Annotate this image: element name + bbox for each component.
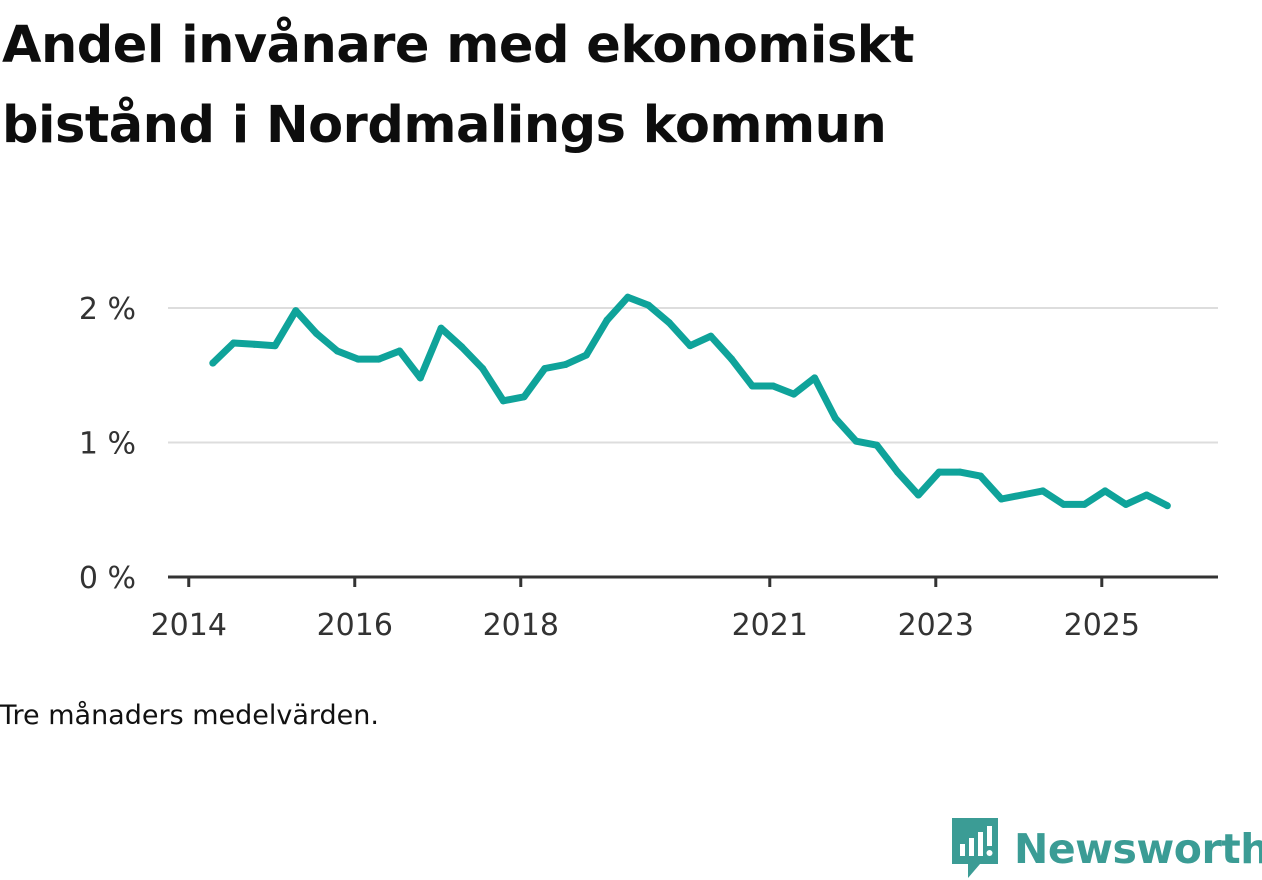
x-tick-label: 2016: [317, 608, 393, 643]
y-tick-label: 1 %: [79, 427, 136, 462]
data-point: [520, 393, 528, 401]
data-point: [645, 301, 653, 309]
data-point: [541, 365, 549, 373]
data-point: [977, 472, 985, 480]
data-point: [416, 374, 424, 382]
x-tick-label: 2014: [151, 608, 227, 643]
chart-title-line-1: Andel invånare med ekonomiskt: [2, 16, 915, 75]
data-point: [1163, 502, 1171, 510]
data-point: [1143, 491, 1151, 499]
data-point: [914, 491, 922, 499]
series-layer: [209, 293, 1171, 510]
x-axis: 2014 2016 2018 2021 2023 2025: [151, 575, 1218, 643]
data-point: [396, 347, 404, 355]
chart-note: Tre månaders medelvärden.: [0, 700, 379, 731]
data-point: [769, 382, 777, 390]
series-line-0: [210, 293, 1170, 509]
x-tick-label: 2018: [483, 608, 559, 643]
data-point: [935, 468, 943, 476]
y-tick-label: 0 %: [79, 561, 136, 596]
data-point: [437, 324, 445, 332]
data-point: [894, 468, 902, 476]
bar-chart-speech-bubble-icon: [952, 818, 998, 878]
data-point: [624, 293, 632, 301]
data-point: [458, 343, 466, 351]
data-point: [686, 342, 694, 350]
data-point: [603, 316, 611, 324]
gridlines: [168, 307, 1218, 444]
data-point: [1060, 500, 1068, 508]
data-point: [852, 437, 860, 445]
data-point: [790, 390, 798, 398]
data-point: [1101, 487, 1109, 495]
chart-title-line-2: bistånd i Nordmalings kommun: [2, 96, 887, 155]
data-point: [313, 330, 321, 338]
data-point: [479, 365, 487, 373]
data-point: [707, 332, 715, 340]
data-point: [562, 360, 570, 368]
data-point: [873, 441, 881, 449]
data-point: [665, 319, 673, 327]
data-point: [209, 359, 217, 367]
data-point: [250, 340, 258, 348]
line-chart: 0 % 1 % 2 % 2014 2016 2018 2021 2023 2025: [79, 292, 1218, 643]
data-point: [1122, 500, 1130, 508]
data-point: [997, 495, 1005, 503]
y-axis-labels: 0 % 1 % 2 %: [79, 292, 136, 596]
newsworthy-logo: Newsworthy: [950, 818, 1262, 880]
brand-name: Newsworthy: [1014, 825, 1262, 873]
data-point: [230, 339, 238, 347]
data-point: [582, 351, 590, 359]
data-point: [831, 414, 839, 422]
data-point: [1039, 487, 1047, 495]
y-tick-label: 2 %: [79, 292, 136, 327]
data-point: [499, 397, 507, 405]
data-point: [333, 347, 341, 355]
x-tick-label: 2021: [732, 608, 808, 643]
data-point: [292, 307, 300, 315]
data-point: [271, 342, 279, 350]
data-point: [375, 355, 383, 363]
data-point: [1080, 500, 1088, 508]
x-tick-label: 2025: [1064, 608, 1140, 643]
data-point: [728, 355, 736, 363]
x-tick-label: 2023: [898, 608, 974, 643]
data-point: [748, 382, 756, 390]
chart-title: Andel invånare med ekonomiskt bistånd i …: [2, 6, 1242, 166]
data-point: [956, 468, 964, 476]
data-point: [811, 374, 819, 382]
data-point: [354, 355, 362, 363]
data-point: [1018, 491, 1026, 499]
